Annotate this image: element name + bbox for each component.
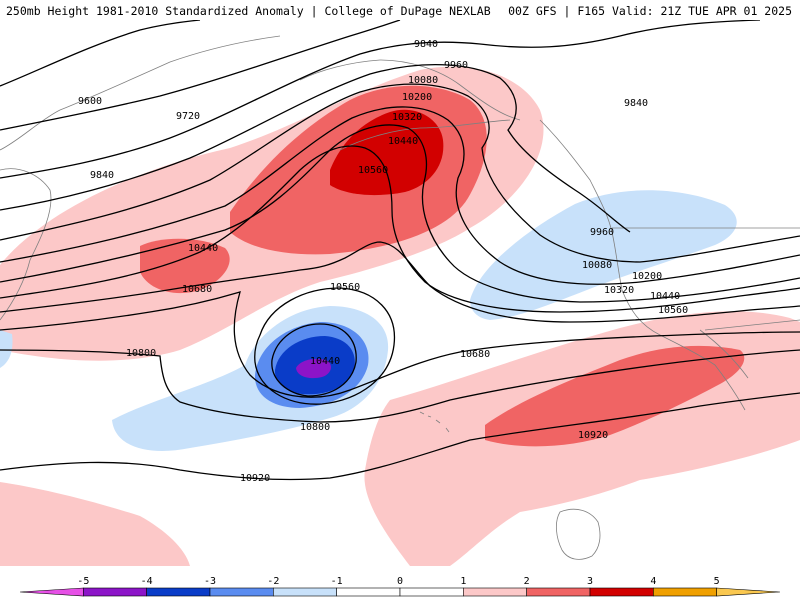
contour-9720 [0, 20, 401, 131]
contour-label: 9840 [414, 39, 438, 50]
anomaly-fill-neg-6 [296, 358, 331, 379]
colorbar-tick-label: -1 [331, 576, 343, 587]
colorbar: -5 -4 -3 -2 -1 0 1 2 3 4 5 [19, 576, 781, 597]
contour-labels: 9600 9720 9840 9840 9840 9960 9960 10080… [78, 39, 688, 484]
anomaly-map: 9600 9720 9840 9840 9840 9960 9960 10080… [0, 20, 800, 566]
map-title: 250mb Height 1981-2010 Standardized Anom… [6, 4, 491, 18]
contour-label: 10560 [358, 165, 388, 176]
contour-10080 [0, 83, 800, 263]
colorbar-bin [19, 587, 84, 597]
contour-10920 [0, 392, 800, 481]
colorbar-tick-label: 3 [587, 576, 593, 587]
colorbar-bin [716, 587, 781, 597]
contour-9600 [0, 20, 201, 87]
contour-label: 10440 [650, 291, 680, 302]
colorbar-bin [209, 587, 274, 597]
coastline-asia [0, 35, 281, 321]
contour-10560-main [0, 241, 800, 323]
anomaly-fill-neg-1 [470, 190, 737, 320]
contour-label: 10440 [188, 243, 218, 254]
negative-anomaly-fills [0, 190, 737, 451]
contour-label: 9960 [590, 227, 614, 238]
contour-10200 [0, 106, 800, 285]
contour-label: 10320 [392, 112, 422, 123]
colorbar-tick-label: -2 [267, 576, 279, 587]
contour-label: 10680 [182, 284, 212, 295]
colorbar-tick-label: 1 [460, 576, 466, 587]
contour-label: 9840 [90, 170, 114, 181]
contour-label: 10680 [460, 349, 490, 360]
contour-10560-low [254, 287, 396, 405]
contour-label: 10320 [604, 285, 634, 296]
contour-10440-main [0, 145, 800, 313]
contour-label: 10080 [582, 260, 612, 271]
coastline-australia-islands [556, 508, 601, 560]
contour-label: 10800 [300, 422, 330, 433]
contour-label: 10920 [578, 430, 608, 441]
colorbar-tick-label: -3 [204, 576, 216, 587]
colorbar-bin [526, 587, 591, 597]
colorbar-bin [653, 587, 717, 597]
colorbar-tick-label: 2 [524, 576, 530, 587]
contour-10440-low [271, 323, 357, 397]
contour-label: 10560 [330, 282, 360, 293]
border-us-mexico [704, 319, 800, 331]
contour-label: 10440 [388, 136, 418, 147]
colorbar-tick-label: 5 [714, 576, 720, 587]
colorbar-bin [399, 587, 464, 597]
contour-label: 9840 [624, 98, 648, 109]
contour-label: 10200 [402, 92, 432, 103]
colorbar-tick-label: 0 [397, 576, 403, 587]
contour-10680 [0, 291, 800, 398]
colorbar-bin [589, 587, 654, 597]
contour-label: 10080 [408, 75, 438, 86]
contour-label: 10560 [658, 305, 688, 316]
contour-label: 10800 [126, 348, 156, 359]
anomaly-fill-pos-3 [0, 482, 190, 566]
colorbar-tick-label: -5 [77, 576, 89, 587]
anomaly-fill-pos-5 [140, 238, 230, 294]
contour-label: 9600 [78, 96, 102, 107]
contour-label: 9960 [444, 60, 468, 71]
contour-10800 [0, 349, 800, 423]
contour-10320 [0, 124, 800, 303]
hawaii-islands [419, 411, 450, 433]
contour-9840 [0, 20, 761, 179]
contour-label: 10440 [310, 356, 340, 367]
colorbar-tick-label: 4 [650, 576, 656, 587]
colorbar-tick-labels: -5 -4 -3 -2 -1 0 1 2 3 4 5 [77, 576, 719, 587]
contour-label: 10920 [240, 473, 270, 484]
anomaly-fill-pos-6 [485, 345, 745, 447]
contour-label: 9720 [176, 111, 200, 122]
colorbar-bins [19, 587, 781, 597]
colorbar-bin [146, 587, 211, 597]
anomaly-fill-neg-3 [0, 330, 13, 368]
colorbar-tick-label: -4 [141, 576, 153, 587]
contour-label: 10200 [632, 271, 662, 282]
colorbar-bin [336, 587, 401, 597]
model-run-info: 00Z GFS | F165 Valid: 21Z TUE APR 01 202… [508, 4, 792, 18]
colorbar-bin [83, 587, 147, 597]
colorbar-bin [273, 587, 337, 597]
colorbar-bin [463, 587, 527, 597]
contour-9960 [0, 64, 631, 233]
height-contours [0, 20, 800, 481]
